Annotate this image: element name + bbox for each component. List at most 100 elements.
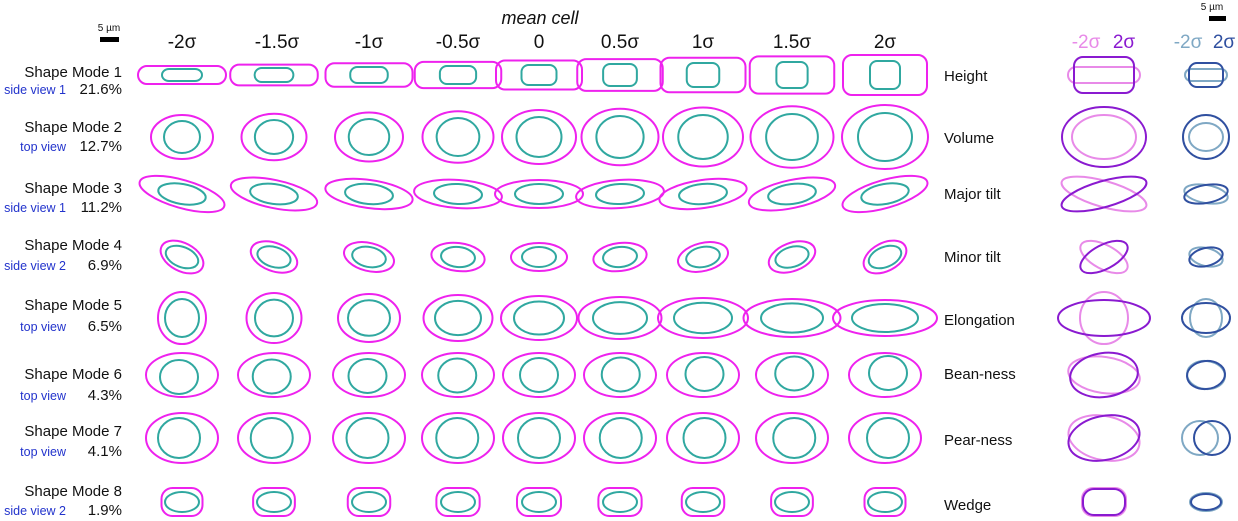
- nucleus-outline: [349, 66, 389, 84]
- cell-outline: [332, 352, 406, 398]
- nucleus-outline: [253, 119, 295, 155]
- cell-pos-overlay: [1082, 488, 1126, 516]
- cell-outline: [145, 412, 219, 464]
- nucleus-pos-overlay: [1182, 114, 1230, 160]
- column-label: 1.5σ: [773, 32, 811, 53]
- column-label: -1σ: [355, 32, 384, 53]
- nucleus-outline: [254, 298, 294, 338]
- nucleus-pos-overlay: [1190, 493, 1222, 511]
- cell-pos-overlay: [1060, 175, 1148, 213]
- cell-outline: [413, 60, 503, 90]
- cell-outline: [138, 174, 226, 214]
- mean-cell-label: mean cell: [501, 8, 579, 28]
- cell-outline: [577, 296, 663, 340]
- nucleus-outline: [159, 359, 199, 395]
- cell-outline: [245, 292, 303, 344]
- view-label: top view: [20, 320, 67, 334]
- legend-nucleus-neg: -2σ: [1174, 32, 1203, 53]
- mode-name: Shape Mode 7: [24, 423, 122, 440]
- nucleus-outline: [347, 118, 391, 156]
- column-label: 1σ: [692, 32, 715, 53]
- nucleus-outline: [514, 183, 564, 205]
- mode-name: Shape Mode 4: [24, 237, 122, 254]
- nucleus-pos-overlay: [1183, 183, 1229, 205]
- cell-outline: [575, 178, 665, 210]
- nucleus-outline: [684, 356, 725, 392]
- variance-percent: 4.3%: [88, 387, 122, 404]
- nucleus-outline: [851, 303, 919, 333]
- nucleus-outline: [860, 182, 910, 206]
- nucleus-outline: [440, 491, 476, 513]
- nucleus-pos-overlay: [1193, 420, 1231, 456]
- nucleus-outline: [765, 113, 819, 161]
- cell-outline: [659, 56, 747, 94]
- cell-outline: [502, 352, 576, 398]
- view-label: side view 1: [4, 201, 66, 215]
- nucleus-outline: [677, 114, 729, 160]
- cell-outline: [252, 487, 296, 517]
- cell-outline: [658, 177, 748, 211]
- cell-outline: [510, 242, 568, 272]
- cell-outline: [337, 293, 401, 343]
- cell-neg-overlay: [1060, 175, 1148, 213]
- nucleus-outline: [347, 299, 391, 337]
- nucleus-outline: [157, 417, 201, 459]
- nucleus-outline: [164, 298, 200, 338]
- nucleus-outline: [521, 491, 557, 513]
- nucleus-neg-overlay: [1189, 298, 1223, 338]
- nucleus-outline: [513, 300, 565, 336]
- variance-percent: 6.5%: [88, 318, 122, 335]
- nucleus-outline: [249, 182, 299, 206]
- cell-outline: [495, 59, 583, 91]
- nucleus-outline: [249, 417, 294, 459]
- cell-pos-overlay: [1079, 239, 1129, 275]
- cell-outline: [249, 240, 299, 274]
- cell-outline: [332, 412, 406, 464]
- variance-percent: 1.9%: [88, 502, 122, 519]
- cell-outline: [832, 299, 938, 337]
- nucleus-outline: [602, 63, 638, 87]
- view-label: side view 1: [4, 83, 66, 97]
- cell-outline: [229, 176, 319, 212]
- mode-description: Wedge: [944, 497, 991, 514]
- overlay-outlines: [1057, 56, 1231, 517]
- cell-outline: [841, 104, 929, 170]
- cell-neg-overlay: [1079, 291, 1129, 345]
- cell-pos-overlay: [1067, 414, 1141, 462]
- nucleus-outline: [600, 356, 641, 393]
- cell-outline: [666, 412, 740, 464]
- nucleus-outline: [521, 246, 557, 268]
- cell-outline: [237, 352, 311, 398]
- cell-neg-overlay: [1067, 355, 1141, 395]
- cell-pos-overlay: [1061, 106, 1147, 168]
- scale-bar-label-left: 5 µm: [98, 23, 120, 34]
- column-label: 0: [534, 32, 545, 53]
- nucleus-outline: [867, 244, 903, 270]
- cell-outline: [848, 352, 922, 398]
- view-label: top view: [20, 140, 67, 154]
- variance-percent: 12.7%: [79, 138, 122, 155]
- view-label: side view 2: [4, 504, 66, 518]
- nucleus-outline: [440, 245, 476, 269]
- nucleus-outline: [602, 491, 638, 513]
- cell-outline: [145, 352, 219, 398]
- cell-outline: [422, 294, 494, 342]
- row-labels: Shape Mode 1 side view 1 21.6% Height Sh…: [4, 64, 1016, 519]
- nucleus-outline: [520, 64, 558, 86]
- cell-outline: [677, 241, 729, 273]
- mode-description: Bean-ness: [944, 366, 1016, 383]
- mode-name: Shape Mode 1: [24, 64, 122, 81]
- cell-outline: [237, 412, 311, 464]
- nucleus-outline: [595, 182, 645, 206]
- nucleus-outline: [767, 182, 817, 206]
- column-label: 0.5σ: [601, 32, 639, 53]
- cell-outline: [150, 114, 214, 160]
- mode-description: Volume: [944, 130, 994, 147]
- variance-percent: 21.6%: [79, 81, 122, 98]
- cell-pos-overlay: [1073, 56, 1135, 94]
- nucleus-outline: [344, 182, 394, 206]
- nucleus-outline: [868, 355, 908, 391]
- mode-name: Shape Mode 6: [24, 366, 122, 383]
- nucleus-outline: [602, 245, 638, 269]
- cell-outline: [767, 240, 817, 274]
